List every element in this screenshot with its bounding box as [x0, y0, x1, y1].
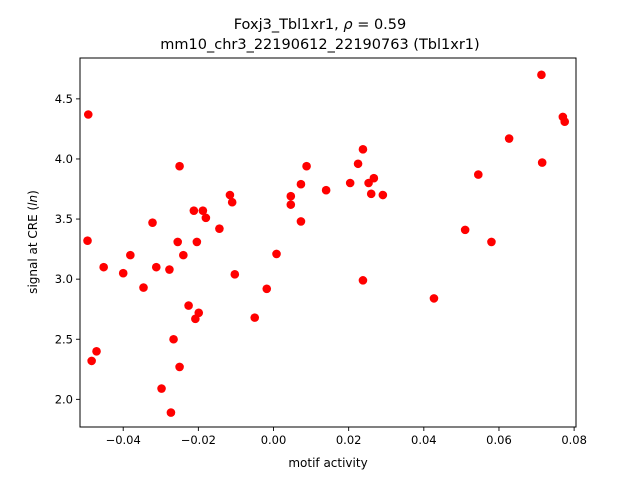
data-point-3: [92, 346, 101, 356]
data-point-24: [201, 213, 211, 223]
data-point-13: [169, 334, 178, 344]
data-point-29: [250, 313, 260, 322]
data-point-38: [345, 178, 355, 188]
data-point-33: [286, 200, 296, 209]
data-point-51: [537, 70, 546, 80]
data-point-40: [358, 145, 368, 154]
data-point-32: [286, 191, 296, 201]
data-point-34: [296, 179, 306, 189]
data-point-46: [429, 294, 439, 303]
data-point-12: [166, 408, 176, 417]
data-point-6: [126, 250, 135, 260]
data-point-28: [230, 270, 240, 279]
y-axis-label-prefix: signal at CRE (: [26, 206, 40, 294]
data-point-37: [321, 185, 331, 195]
data-point-39: [353, 159, 363, 169]
data-point-22: [194, 308, 204, 318]
x-axis-label: motif activity: [288, 456, 367, 470]
y-axis-ticks: 2.0 2.5 3.0 3.5 4.0 4.5: [55, 92, 80, 406]
data-point-31: [272, 249, 281, 259]
x-tick-label: −0.04: [106, 433, 141, 447]
data-point-52: [537, 158, 547, 167]
chart-title-line1: Foxj3_Tbl1xr1, ρ = 0.59: [234, 17, 407, 33]
data-point-35: [296, 217, 306, 226]
data-point-17: [179, 250, 188, 260]
data-point-0: [83, 110, 93, 119]
data-point-16: [175, 362, 184, 372]
data-point-27: [227, 197, 237, 207]
data-point-54: [560, 117, 570, 126]
data-point-48: [474, 170, 483, 179]
chart-title-rho-value: = 0.59: [353, 17, 407, 33]
y-tick-label: 2.0: [55, 392, 73, 406]
chart-title-line2: mm10_chr3_22190612_22190763 (Tbl1xr1): [160, 37, 479, 53]
data-point-18: [184, 301, 193, 310]
y-axis-label: signal at CRE (ln): [26, 190, 40, 294]
y-tick-label: 3.0: [55, 272, 73, 286]
data-point-50: [504, 134, 514, 143]
data-point-1: [83, 236, 92, 245]
data-point-11: [165, 265, 174, 274]
data-point-9: [151, 262, 161, 272]
y-tick-label: 3.5: [55, 212, 73, 226]
x-tick-label: 0.00: [261, 433, 287, 447]
data-point-23: [198, 206, 208, 215]
data-point-47: [460, 225, 470, 235]
y-axis-label-suffix: ): [26, 190, 40, 195]
chart-title-rho: ρ: [343, 17, 353, 33]
x-axis-ticks: −0.04 −0.02 0.00 0.02 0.04 0.06 0.08: [106, 427, 587, 447]
data-point-4: [99, 262, 108, 272]
data-point-10: [157, 384, 166, 393]
y-tick-label: 4.0: [55, 152, 73, 166]
plot-marks: [83, 70, 570, 417]
data-point-8: [148, 218, 157, 227]
x-tick-label: 0.04: [411, 433, 437, 447]
x-tick-label: 0.08: [561, 433, 587, 447]
y-tick-label: 4.5: [55, 92, 73, 106]
data-point-25: [215, 224, 224, 233]
x-tick-label: −0.02: [181, 433, 216, 447]
data-point-14: [173, 237, 182, 247]
data-point-2: [87, 356, 96, 366]
data-point-21: [192, 237, 202, 247]
chart-title-text: Foxj3_Tbl1xr1,: [234, 17, 344, 33]
data-point-15: [175, 161, 184, 171]
data-point-43: [366, 189, 376, 199]
data-point-49: [487, 237, 496, 247]
data-point-19: [189, 206, 199, 215]
data-point-7: [139, 283, 148, 292]
y-tick-label: 2.5: [55, 332, 73, 346]
data-point-5: [118, 268, 128, 278]
x-tick-label: 0.06: [486, 433, 512, 447]
data-point-30: [262, 284, 272, 294]
y-axis-label-italic: ln: [26, 195, 40, 206]
data-point-26: [225, 190, 235, 200]
data-point-44: [369, 173, 379, 183]
data-point-36: [302, 161, 311, 171]
data-point-41: [358, 276, 368, 285]
data-point-45: [378, 190, 388, 200]
plot-area-frame: [79, 57, 577, 428]
x-tick-label: 0.02: [336, 433, 362, 447]
